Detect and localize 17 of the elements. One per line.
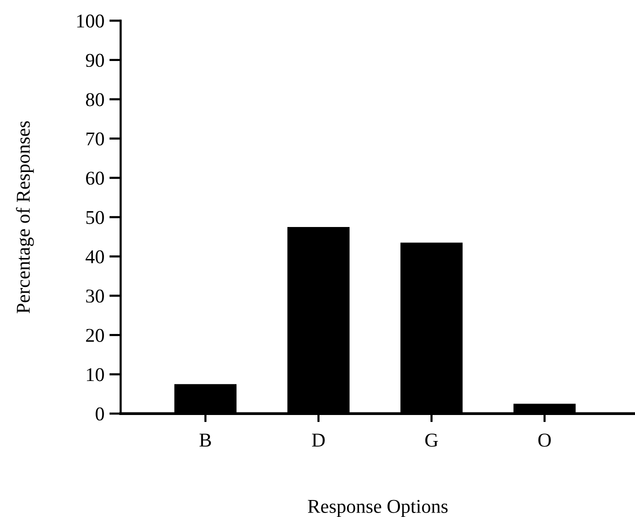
y-tick-label: 40	[86, 250, 104, 264]
x-tick-label: B	[200, 434, 211, 447]
y-tick-label: 0	[96, 407, 104, 421]
x-tick-label: G	[425, 434, 438, 447]
x-tick-label: D	[312, 434, 325, 447]
y-tick-label: 80	[86, 93, 104, 106]
x-axis-title: Response Options	[308, 500, 448, 517]
x-tick-label: O	[538, 434, 551, 447]
y-tick-label: 50	[86, 210, 104, 224]
y-axis-title: Percentage of Responses	[16, 121, 34, 314]
y-tick-label: 90	[86, 54, 104, 67]
y-tick-label: 10	[86, 368, 104, 382]
y-tick-label: 20	[86, 328, 104, 342]
y-tick-label: 100	[77, 14, 104, 28]
y-tick-label: 70	[86, 132, 104, 146]
y-tick-label: 60	[86, 172, 104, 185]
y-tick-label: 30	[86, 290, 104, 303]
